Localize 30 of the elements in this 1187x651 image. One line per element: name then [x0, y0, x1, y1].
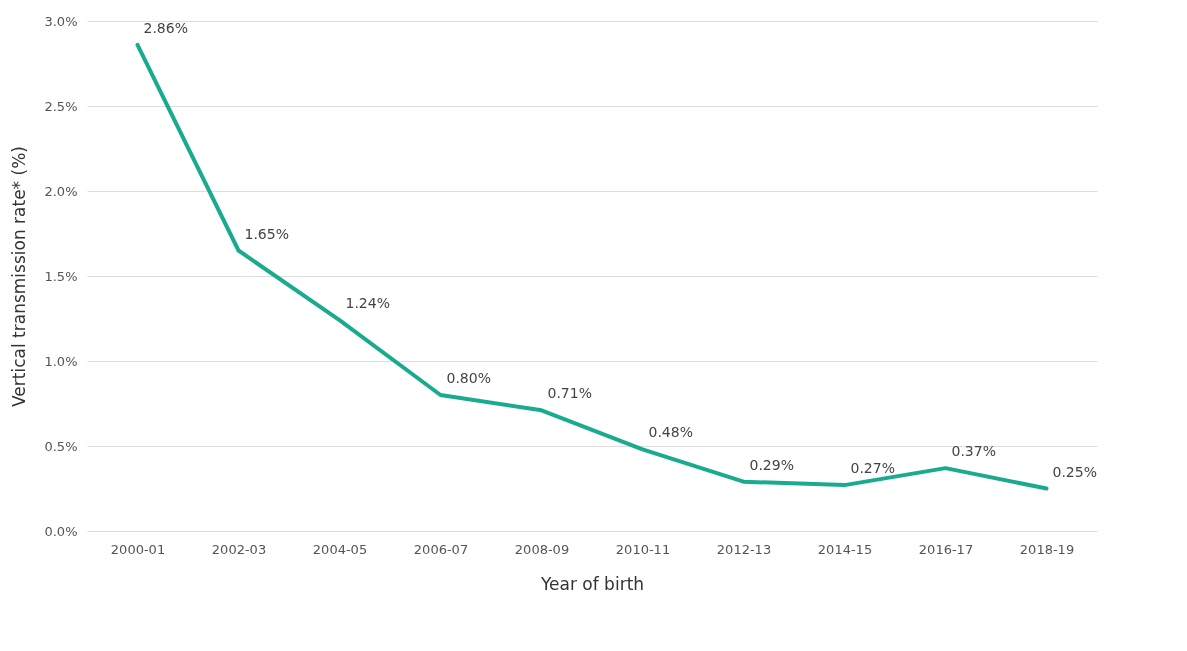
x-tick-label: 2012-13 [716, 541, 772, 557]
x-tick-label: 2002-03 [211, 541, 267, 557]
y-tick-label: 1.0% [44, 353, 78, 369]
y-axis-title: Vertical transmission rate* (%) [9, 146, 30, 407]
data-label: 0.80% [446, 370, 491, 386]
x-axis-title: Year of birth [539, 573, 645, 594]
line-series [135, 42, 1049, 491]
data-label: 0.25% [1052, 463, 1097, 480]
y-tick-label: 1.5% [44, 268, 78, 284]
x-tick-label: 2004-05 [312, 541, 368, 557]
y-tick-label: 2.0% [44, 183, 78, 199]
data-label: 0.48% [648, 424, 693, 441]
y-tick-label: 3.0% [44, 13, 78, 29]
y-tick-label: 2.5% [44, 98, 78, 114]
data-label: 1.24% [345, 295, 390, 312]
x-tick-label: 2016-17 [918, 541, 974, 557]
data-label: 0.29% [749, 456, 794, 473]
x-tick-label: 2006-07 [413, 541, 469, 557]
data-label: 0.37% [951, 443, 996, 460]
y-tick-label: 0.0% [44, 523, 78, 539]
data-label: 1.65% [244, 225, 289, 242]
x-tick-label: 2008-09 [514, 541, 570, 557]
y-tick-label: 0.5% [44, 438, 78, 454]
x-tick-label: 2000-01 [110, 541, 166, 557]
x-tick-label: 2014-15 [817, 541, 873, 557]
data-label: 0.71% [547, 385, 592, 402]
data-label: 0.27% [850, 460, 895, 477]
x-tick-label: 2010-11 [615, 541, 671, 557]
x-tick-label: 2018-19 [1019, 541, 1075, 557]
data-label: 2.86% [143, 19, 188, 36]
